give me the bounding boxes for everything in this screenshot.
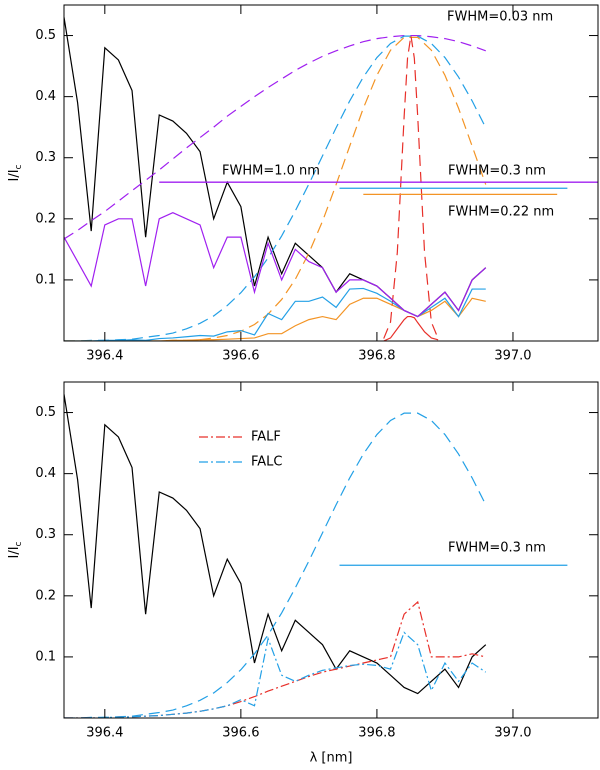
- series-line: [64, 36, 487, 341]
- x-tick-label: 397.0: [494, 726, 531, 741]
- y-tick-label: 0.3: [35, 150, 56, 165]
- series-line: [64, 212, 487, 318]
- annotation: FWHM=0.03 nm: [447, 10, 553, 25]
- panel: 396.4 396.6 396.8 397.0 0.1 0.2 0.3 0.4 0.5 I/Ic λ…: [7, 381, 599, 766]
- x-tick-label: 396.4: [86, 726, 123, 741]
- x-tick-label: 396.6: [222, 726, 259, 741]
- y-tick-label: 0.1: [35, 272, 56, 287]
- series-line: [64, 35, 487, 341]
- y-tick-label: 0.4: [35, 466, 56, 481]
- annotation: FWHM=0.22 nm: [448, 205, 554, 220]
- y-tick-label: 0.5: [35, 405, 56, 420]
- y-axis-label-main: I/I: [7, 169, 22, 181]
- series-line: [64, 34, 486, 240]
- y-tick-label: 0.5: [35, 28, 56, 43]
- y-tick-label: 0.4: [35, 89, 56, 104]
- plot-area: [64, 394, 568, 718]
- series-line: [64, 394, 487, 695]
- y-tick-label: 0.3: [35, 527, 56, 542]
- annotation: FWHM=0.3 nm: [448, 541, 546, 556]
- y-axis-label-sub: c: [14, 541, 24, 546]
- series-line: [64, 297, 486, 341]
- legend-label: FALF: [251, 430, 281, 445]
- y-tick-label: 0.2: [35, 211, 56, 226]
- series-line: [383, 315, 439, 341]
- panel: 396.4 396.6 396.8 397.0 0.1 0.2 0.3 0.4 0.5 I/Ic F…: [7, 4, 599, 364]
- y-tick-label: 0.2: [35, 588, 56, 603]
- plot-frame: [63, 4, 599, 342]
- x-tick-label: 396.8: [358, 349, 395, 364]
- x-tick-label: 396.8: [358, 726, 395, 741]
- series-line: [64, 412, 487, 718]
- y-tick-label: 0.1: [35, 649, 56, 664]
- x-axis-label: λ [nm]: [310, 751, 353, 766]
- legend-label: FALC: [251, 455, 283, 470]
- y-axis-label: I/Ic: [7, 164, 24, 181]
- plot-area: [64, 17, 598, 341]
- annotation: FWHM=1.0 nm: [222, 164, 320, 179]
- annotation: FWHM=0.3 nm: [448, 164, 546, 179]
- x-tick-label: 396.4: [86, 349, 123, 364]
- y-axis-label-main: I/I: [7, 546, 22, 558]
- y-axis-label: I/Ic: [7, 541, 24, 558]
- x-tick-label: 396.6: [222, 349, 259, 364]
- y-axis-label-sub: c: [14, 164, 24, 169]
- plot-frame: [63, 381, 599, 719]
- x-tick-label: 397.0: [494, 349, 531, 364]
- series-line: [383, 35, 439, 339]
- series-line: [64, 631, 487, 718]
